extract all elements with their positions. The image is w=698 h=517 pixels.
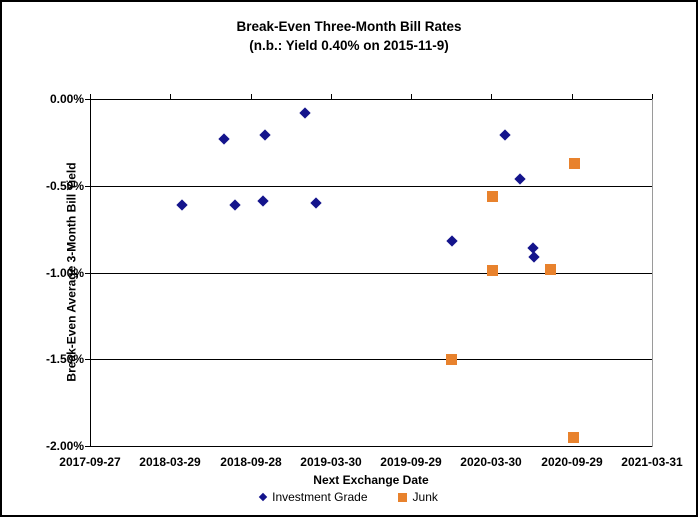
x-axis-tick (652, 94, 653, 99)
x-axis-tick-label: 2020-03-30 (460, 455, 522, 469)
legend: Investment Grade Junk (2, 490, 696, 504)
legend-label: Junk (412, 490, 438, 504)
data-point-investment-grade (528, 251, 540, 263)
y-axis-tick (85, 186, 90, 187)
x-axis-tick-label: 2021-03-31 (621, 455, 683, 469)
legend-item-junk: Junk (397, 490, 438, 504)
data-point-investment-grade (309, 197, 322, 209)
y-axis-tick-label: 0.00% (49, 92, 84, 106)
y-axis-tick-label: -1.50% (45, 352, 84, 366)
gridline (90, 273, 652, 274)
data-point-investment-grade (257, 195, 269, 208)
x-axis-tick-label: 2020-09-29 (541, 455, 603, 469)
legend-square-icon (397, 492, 407, 502)
legend-label: Investment Grade (272, 490, 368, 504)
x-axis-tick (331, 94, 332, 99)
x-axis-tick (411, 94, 412, 99)
x-axis-tick (170, 94, 171, 99)
gridline (90, 446, 652, 447)
data-point-investment-grade (259, 129, 272, 142)
plot-border-right (652, 99, 653, 447)
data-point-junk (486, 190, 498, 202)
x-axis-tick-label: 2017-09-27 (59, 455, 121, 469)
gridline (90, 359, 652, 360)
y-axis-tick-label: -2.00% (45, 439, 84, 453)
data-point-junk (487, 265, 499, 277)
legend-diamond-icon (258, 492, 268, 502)
chart-title-line1: Break-Even Three-Month Bill Rates (236, 19, 462, 34)
x-axis-title: Next Exchange Date (313, 473, 429, 487)
gridline (90, 186, 652, 187)
x-axis-tick (251, 94, 252, 99)
x-axis-tick-label: 2019-03-30 (300, 455, 362, 469)
data-point-junk (568, 431, 580, 443)
data-point-junk (568, 157, 580, 169)
y-axis-tick (85, 273, 90, 274)
x-axis-tick (572, 94, 573, 99)
y-axis-tick-label: -1.00% (45, 266, 84, 280)
x-axis-tick-label: 2019-09-29 (380, 455, 442, 469)
y-axis-tick (85, 446, 90, 447)
data-point-junk (446, 353, 458, 365)
chart-title-line2: (n.b.: Yield 0.40% on 2015-11-9) (249, 38, 449, 53)
data-point-investment-grade (298, 107, 311, 119)
gridline (90, 99, 652, 100)
x-axis-tick (491, 94, 492, 99)
x-axis-tick-label: 2018-09-28 (220, 455, 282, 469)
chart-title: Break-Even Three-Month Bill Rates (n.b.:… (2, 17, 696, 55)
y-axis-tick (85, 359, 90, 360)
x-axis-tick (90, 94, 91, 99)
data-point-investment-grade (176, 199, 188, 211)
legend-item-investment-grade: Investment Grade (258, 490, 368, 504)
data-point-junk (545, 263, 557, 275)
y-axis-tick-label: -0.50% (45, 179, 84, 193)
data-point-investment-grade (498, 129, 511, 142)
data-point-investment-grade (229, 199, 241, 211)
data-point-investment-grade (446, 235, 458, 247)
x-axis-tick-label: 2018-03-29 (139, 455, 201, 469)
data-point-investment-grade (218, 133, 230, 145)
data-point-investment-grade (514, 173, 527, 185)
y-axis-tick (85, 99, 90, 100)
